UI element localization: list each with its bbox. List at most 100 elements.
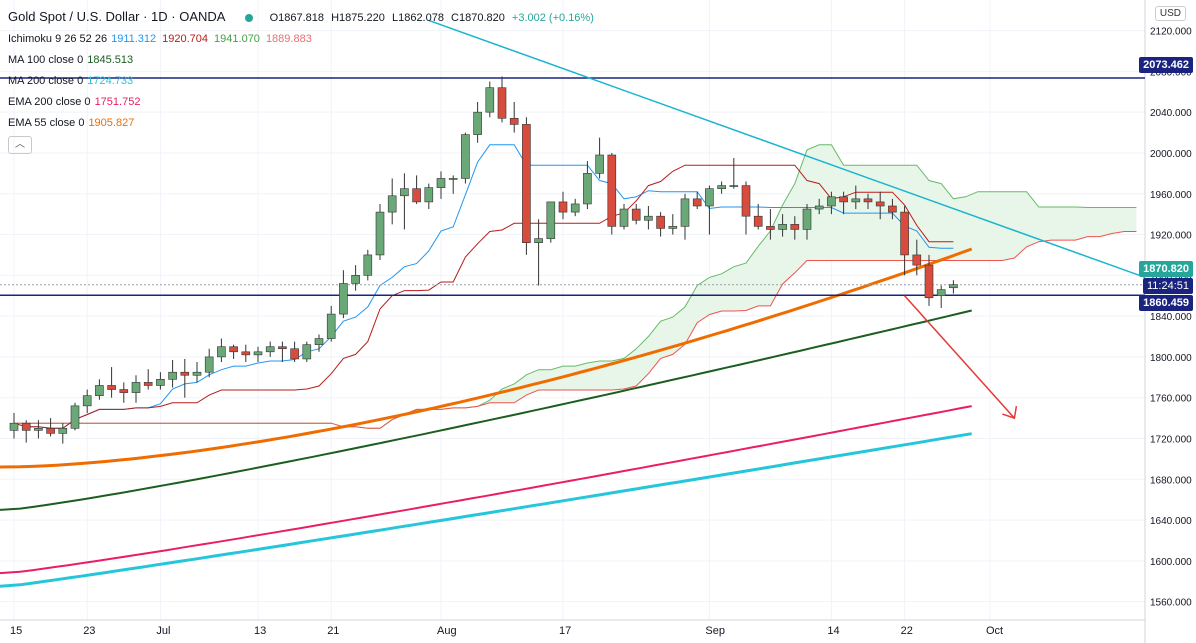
ema55-line: [0, 247, 973, 469]
candle: [278, 341, 287, 363]
indicator-row[interactable]: EMA 55 close 0 1905.827: [8, 113, 598, 134]
time-tick-label: Jul: [156, 625, 170, 637]
candle: [131, 375, 141, 403]
candle: [827, 191, 836, 215]
candle-body: [412, 188, 421, 203]
candle-body: [595, 154, 604, 174]
candle-body: [619, 208, 629, 227]
candle: [912, 239, 922, 276]
candle: [448, 175, 458, 194]
candle-body: [485, 87, 495, 113]
indicator-value: 1889.883: [265, 33, 312, 45]
resistance-price-tag: 2073.462: [1139, 57, 1193, 73]
last-price-tag: 1870.820: [1139, 261, 1193, 277]
candle-body: [668, 226, 678, 229]
candle-body: [900, 211, 909, 256]
indicator-row[interactable]: Ichimoku 9 26 52 26 1911.312 1920.704 1941.…: [8, 29, 598, 50]
candle: [668, 214, 678, 235]
candle: [9, 412, 19, 439]
candle: [119, 382, 129, 403]
candle-body: [448, 178, 458, 180]
candle: [107, 367, 116, 398]
projection-arrow-head: [1002, 405, 1018, 420]
price-tick-label: 1600.000: [1150, 557, 1192, 568]
candle: [424, 183, 434, 210]
price-tick-label: 1640.000: [1150, 516, 1192, 527]
indicator-row[interactable]: MA 100 close 0 1845.513: [8, 50, 598, 71]
candle: [534, 219, 543, 286]
candle: [265, 341, 275, 357]
indicator-label: EMA 200 close 0: [8, 96, 91, 108]
candle-body: [839, 196, 848, 203]
candle: [778, 214, 787, 237]
candle: [924, 254, 934, 306]
candle-body: [766, 226, 775, 230]
candle-body: [58, 427, 68, 434]
candle-body: [192, 371, 202, 376]
candle: [229, 344, 238, 359]
candle: [888, 198, 897, 220]
candle: [436, 171, 446, 199]
indicator-value: 1724.733: [87, 75, 134, 87]
collapse-legend-button[interactable]: ︿: [8, 136, 32, 154]
candle-body: [46, 427, 55, 434]
price-tick-label: 1840.000: [1150, 312, 1192, 323]
candle-body: [82, 395, 92, 407]
candle-body: [705, 188, 714, 207]
candle-body: [509, 117, 519, 125]
indicator-value: 1941.070: [214, 33, 260, 45]
candle-body: [424, 187, 434, 203]
candle: [705, 185, 714, 235]
candle: [70, 402, 80, 431]
candle: [387, 178, 397, 225]
currency-button[interactable]: USD: [1154, 6, 1186, 21]
open-value: O1867.818: [269, 12, 325, 24]
candle-body: [143, 382, 153, 386]
candle: [692, 191, 702, 210]
indicator-label: MA 200 close 0: [8, 75, 84, 87]
candle-body: [790, 224, 800, 230]
price-tick-label: 2120.000: [1150, 27, 1192, 38]
candle-body: [217, 346, 226, 358]
candle-body: [21, 422, 31, 431]
candle: [351, 265, 360, 291]
indicator-label: EMA 55 close 0: [8, 117, 85, 129]
indicator-value: 1920.704: [162, 33, 209, 45]
candle-body: [851, 198, 861, 203]
candle: [729, 158, 739, 189]
price-tick-label: 1920.000: [1150, 231, 1192, 242]
candle: [412, 175, 421, 204]
indicator-value: 1911.312: [111, 33, 157, 45]
candle-body: [778, 224, 787, 230]
ohlc-values: O1867.818 H1875.220 L1862.078 C1870.820 …: [270, 12, 598, 24]
candle-body: [70, 405, 80, 429]
candle: [156, 372, 165, 390]
candle-body: [436, 178, 446, 188]
candle-body: [522, 124, 531, 243]
candle: [766, 209, 775, 240]
candle: [949, 280, 958, 294]
candle: [314, 334, 324, 352]
candle-body: [375, 211, 385, 256]
candle-body: [644, 215, 653, 221]
candle-body: [949, 284, 958, 289]
indicator-row[interactable]: EMA 200 close 0 1751.752: [8, 92, 598, 113]
candle-body: [631, 208, 641, 221]
candle: [217, 338, 226, 363]
ma200-line: [0, 432, 972, 588]
candle-body: [314, 338, 324, 345]
indicator-value: 1751.752: [94, 96, 141, 108]
candle-body: [119, 389, 129, 393]
candle: [790, 216, 800, 240]
candle-body: [924, 264, 934, 299]
indicator-row[interactable]: MA 200 close 0 1724.733: [8, 71, 598, 92]
candle: [400, 173, 409, 230]
candle-body: [156, 379, 165, 386]
symbol-title[interactable]: Gold Spot / U.S. Dollar · 1D · OANDA: [8, 9, 226, 24]
legend: Gold Spot / U.S. Dollar · 1D · OANDA O18…: [8, 6, 598, 155]
candle-body: [875, 201, 885, 207]
low-value: L1862.078: [391, 12, 444, 24]
candle: [558, 191, 568, 220]
indicator-value: 1845.513: [87, 54, 134, 66]
